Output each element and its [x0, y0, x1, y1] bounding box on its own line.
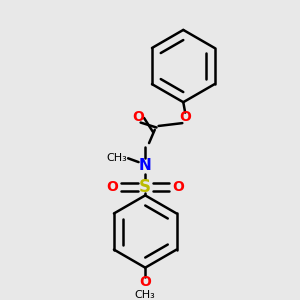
Text: O: O — [179, 110, 191, 124]
Text: CH₃: CH₃ — [106, 153, 127, 163]
Text: N: N — [139, 158, 152, 173]
Text: O: O — [172, 180, 184, 194]
Text: S: S — [139, 178, 151, 196]
Text: CH₃: CH₃ — [135, 290, 156, 300]
Text: O: O — [133, 110, 145, 124]
Text: O: O — [139, 275, 151, 289]
Text: O: O — [106, 180, 118, 194]
